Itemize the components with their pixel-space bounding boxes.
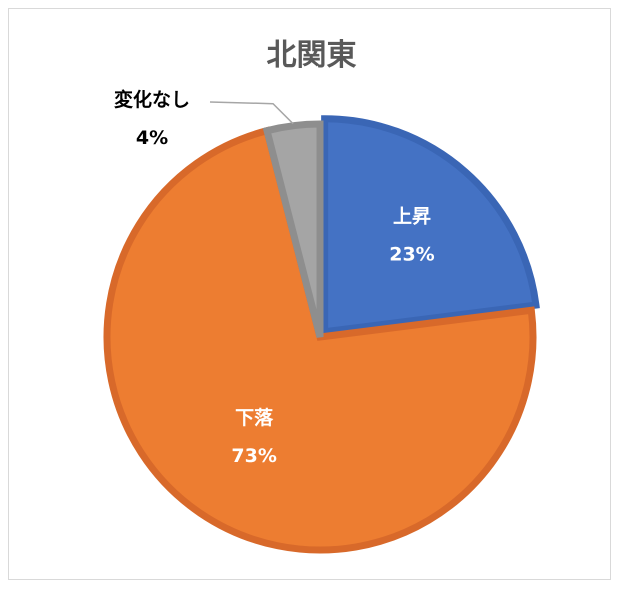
chart-title: 北関東: [266, 38, 357, 73]
slice-value-label: 73%: [231, 445, 276, 467]
leader-line: [209, 101, 294, 125]
slice-name-label: 上昇: [393, 206, 431, 228]
slice-value-label: 4%: [136, 127, 168, 149]
slice-name-label: 変化なし: [114, 88, 190, 111]
pie-slice-1: [321, 115, 540, 336]
pie-slice-shape: [321, 115, 540, 336]
slice-value-label: 23%: [389, 244, 434, 266]
pie-slice-3: [262, 120, 324, 338]
pie-slice-2: [103, 126, 537, 554]
pie-slice-shape: [262, 120, 324, 338]
pie-slice-shape: [103, 126, 537, 554]
slice-name-label: 下落: [235, 406, 274, 429]
